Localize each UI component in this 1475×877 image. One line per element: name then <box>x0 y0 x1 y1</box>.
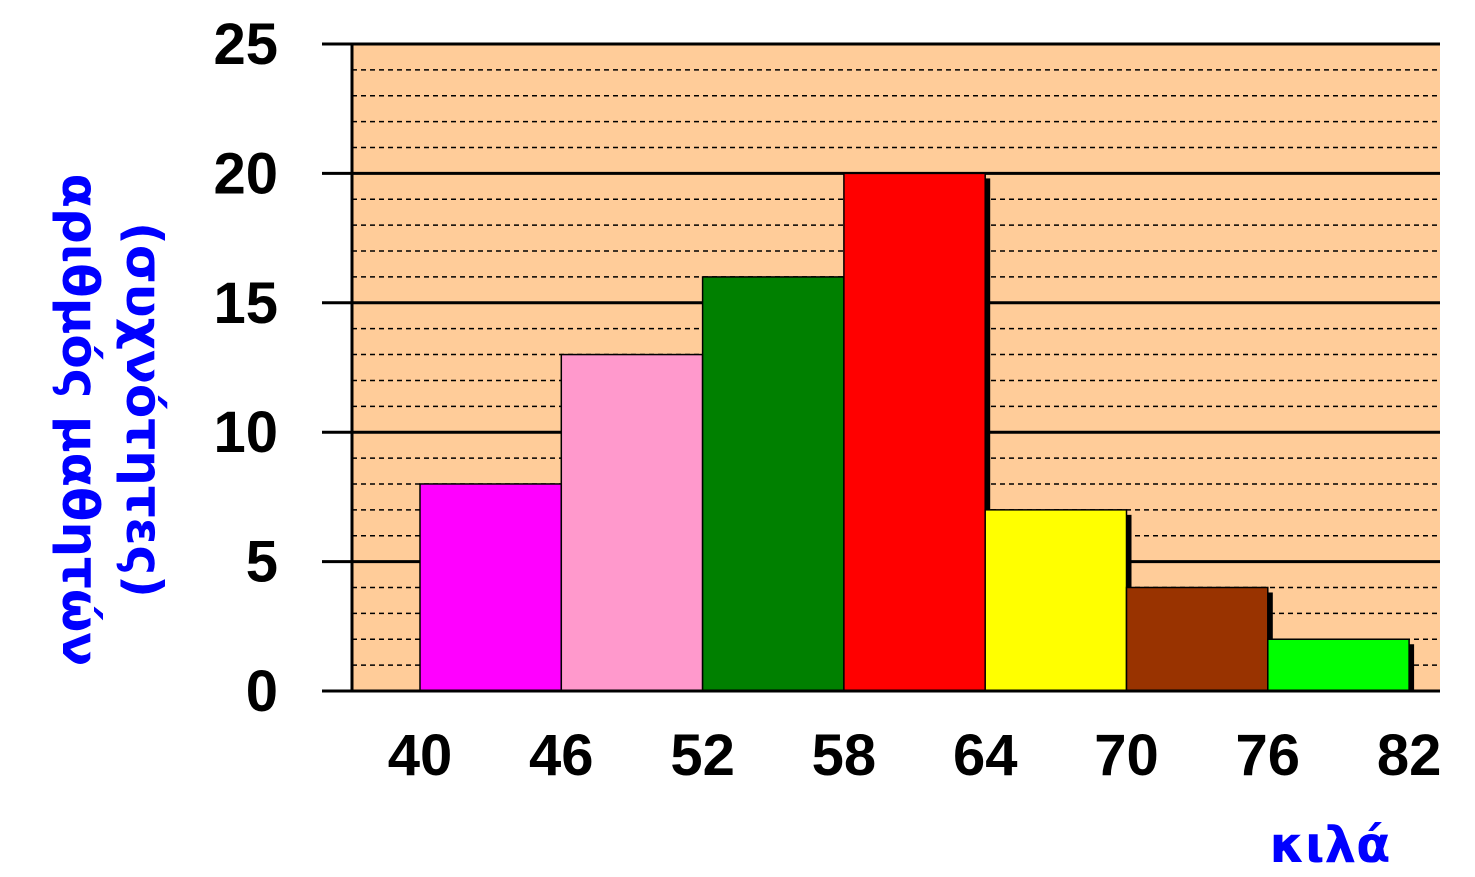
x-axis-title: κιλά <box>1270 816 1391 874</box>
y-tick-labels: 0 5 10 15 20 25 <box>213 12 278 724</box>
y-tick-label: 5 <box>246 530 278 595</box>
y-axis-title-line2: (συχνότητες) <box>115 222 173 598</box>
y-tick-label: 20 <box>213 141 278 206</box>
bar <box>419 483 563 692</box>
x-tick-label: 64 <box>953 723 1018 788</box>
bars <box>419 172 1415 692</box>
bar <box>1125 586 1269 692</box>
bar <box>701 276 845 692</box>
x-tick-label: 46 <box>529 723 594 788</box>
x-tick-label: 82 <box>1377 723 1442 788</box>
y-axis-title-line1: αριθμός μαθητών <box>51 174 109 667</box>
bar <box>560 353 704 692</box>
x-tick-label: 52 <box>670 723 735 788</box>
x-tick-label: 58 <box>812 723 877 788</box>
x-tick-labels: 40 46 52 58 64 70 76 82 <box>388 723 1442 788</box>
y-tick-label: 0 <box>246 659 278 724</box>
x-tick-label: 40 <box>388 723 453 788</box>
y-tick-label: 15 <box>213 271 278 336</box>
y-tick-label: 25 <box>213 12 278 77</box>
bar <box>1267 638 1410 692</box>
y-tick-label: 10 <box>213 400 278 465</box>
bar <box>843 172 986 692</box>
x-tick-label: 76 <box>1236 723 1301 788</box>
x-tick-label: 70 <box>1094 723 1159 788</box>
bar <box>984 509 1128 692</box>
